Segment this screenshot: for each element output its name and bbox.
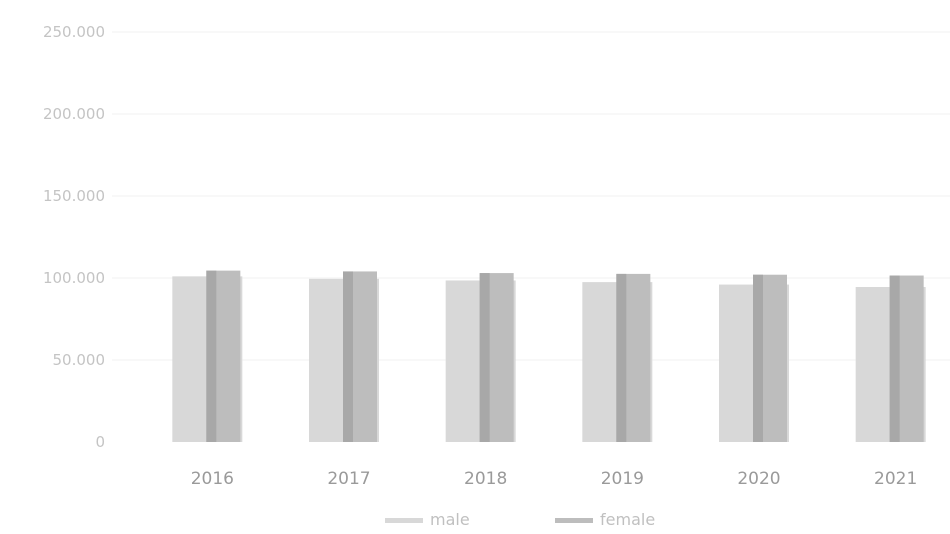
legend: male female	[385, 510, 655, 529]
y-tick-label: 0	[95, 433, 105, 451]
y-tick-label: 200.000	[43, 105, 105, 123]
legend-label-female: female	[600, 510, 655, 529]
y-axis-ticks: 0 50.000 100.000 150.000 200.000 250.000	[43, 23, 105, 451]
y-tick-label: 50.000	[53, 351, 106, 369]
x-tick-label: 2021	[874, 469, 917, 489]
bar-female-edge-2016	[206, 270, 217, 442]
y-tick-label: 250.000	[43, 23, 105, 41]
legend-swatch-female	[555, 518, 593, 523]
bar-female-edge-2021	[889, 275, 900, 442]
legend-item-female: female	[555, 510, 655, 529]
bar-female-edge-2018	[479, 273, 490, 442]
legend-swatch-male	[385, 518, 423, 523]
x-tick-label: 2020	[737, 469, 780, 489]
x-axis-ticks: 2016 2017 2018 2019 2020 2021	[191, 469, 918, 489]
bars	[172, 270, 926, 442]
y-tick-label: 150.000	[43, 187, 105, 205]
legend-item-male: male	[385, 510, 470, 529]
bar-female-edge-2017	[343, 271, 353, 442]
bar-female-edge-2019	[616, 273, 627, 442]
y-tick-label: 100.000	[43, 269, 105, 287]
x-tick-label: 2019	[601, 469, 644, 489]
x-tick-label: 2018	[464, 469, 507, 489]
gridlines	[112, 31, 950, 361]
x-tick-label: 2016	[191, 469, 234, 489]
legend-label-male: male	[430, 510, 470, 529]
x-tick-label: 2017	[327, 469, 370, 489]
bar-female-edge-2020	[753, 274, 763, 442]
